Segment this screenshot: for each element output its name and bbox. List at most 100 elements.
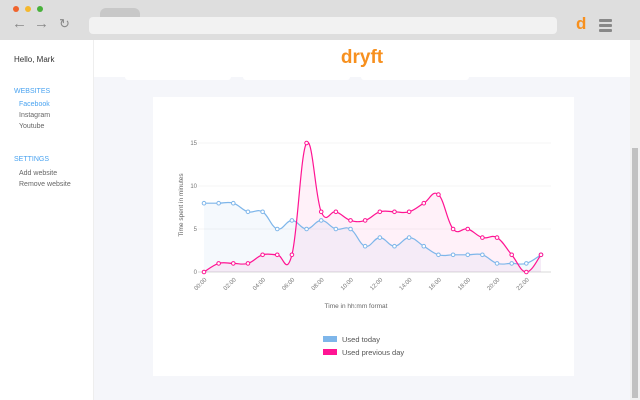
point-previous-day[interactable] — [260, 252, 265, 258]
point-previous-day[interactable] — [494, 235, 500, 240]
minimize-window-dot[interactable] — [25, 6, 31, 12]
point-previous-day[interactable] — [480, 235, 485, 240]
point-today[interactable] — [406, 235, 412, 240]
x-tick-label: 08:00 — [311, 277, 326, 292]
point-today[interactable] — [260, 209, 265, 215]
summary-card — [361, 77, 469, 80]
forward-arrow-icon[interactable]: → — [34, 15, 49, 32]
point-previous-day[interactable] — [289, 252, 295, 258]
y-axis-title: Time spent in minutes — [178, 173, 185, 237]
point-previous-day[interactable] — [304, 140, 309, 146]
point-previous-day[interactable] — [348, 218, 353, 223]
legend-label-today[interactable]: Used today — [342, 335, 380, 344]
sidebar-item-facebook[interactable]: Facebook — [19, 101, 50, 108]
legend: Used today Used previous day — [323, 335, 404, 357]
reload-icon[interactable]: ↻ — [59, 16, 70, 31]
legend-swatch-today — [323, 336, 337, 342]
point-today[interactable] — [494, 261, 500, 266]
area-previous-day — [204, 142, 541, 272]
maximize-window-dot[interactable] — [37, 6, 43, 12]
point-today[interactable] — [421, 243, 427, 249]
point-previous-day[interactable] — [201, 269, 207, 275]
settings-heading: SETTINGS — [14, 156, 50, 163]
point-today[interactable] — [348, 226, 353, 232]
x-tick-label: 10:00 — [340, 277, 355, 292]
point-previous-day[interactable] — [216, 261, 221, 266]
sidebar-item-add-website[interactable]: Add website — [19, 170, 58, 177]
point-previous-day[interactable] — [509, 252, 514, 258]
scrollbar-thumb[interactable] — [632, 148, 638, 398]
point-today[interactable] — [450, 252, 456, 258]
point-previous-day[interactable] — [245, 261, 251, 266]
websites-heading: WEBSITES — [14, 88, 51, 95]
point-previous-day[interactable] — [524, 269, 529, 275]
point-today[interactable] — [436, 252, 441, 258]
point-today[interactable] — [333, 226, 339, 232]
point-previous-day[interactable] — [436, 192, 441, 197]
point-today[interactable] — [465, 252, 471, 258]
x-tick-label: 16:00 — [428, 277, 443, 292]
browser-tab[interactable] — [100, 8, 140, 18]
usage-line-chart: 0 5 10 15 00:00 02:00 04:00 06:00 08:00 10:00 12:… — [178, 140, 551, 357]
point-previous-day[interactable] — [274, 252, 280, 258]
sidebar-item-remove-website[interactable]: Remove website — [19, 181, 71, 188]
chart-card: 0 5 10 15 00:00 02:00 04:00 06:00 08:00 10:00 12:… — [153, 97, 574, 376]
x-tick-label: 22:00 — [516, 277, 531, 292]
point-today[interactable] — [318, 218, 324, 223]
sidebar-item-youtube[interactable]: Youtube — [19, 123, 45, 130]
point-today[interactable] — [289, 218, 295, 223]
menu-icon[interactable] — [599, 19, 612, 34]
point-previous-day[interactable] — [318, 209, 324, 215]
x-tick-label: 04:00 — [252, 277, 267, 292]
browser-toolbar: ← → ↻ d — [0, 0, 640, 40]
point-today[interactable] — [392, 243, 397, 249]
point-previous-day[interactable] — [333, 209, 339, 215]
point-today[interactable] — [377, 235, 383, 240]
point-previous-day[interactable] — [450, 226, 456, 232]
y-tick-label: 15 — [190, 141, 197, 147]
close-window-dot[interactable] — [13, 6, 19, 12]
point-today[interactable] — [274, 226, 280, 232]
back-arrow-icon[interactable]: ← — [12, 15, 27, 32]
point-today[interactable] — [304, 226, 309, 232]
point-previous-day[interactable] — [231, 261, 236, 266]
y-tick-label: 5 — [194, 227, 198, 233]
point-previous-day[interactable] — [406, 209, 412, 215]
sidebar-item-instagram[interactable]: Instagram — [19, 112, 51, 119]
x-axis-title: Time in hh:mm format — [325, 303, 388, 310]
address-bar[interactable] — [89, 17, 557, 34]
point-today[interactable] — [362, 243, 368, 249]
point-previous-day[interactable] — [362, 218, 368, 223]
x-tick-label: 06:00 — [281, 277, 296, 292]
main-content: dryft 0 5 10 15 00:00 02:00 04:00 06:00 08:00 10… — [94, 40, 630, 400]
x-tick-label: 12:00 — [369, 277, 384, 292]
legend-swatch-previous — [323, 349, 337, 355]
point-previous-day[interactable] — [377, 209, 383, 215]
y-tick-label: 10 — [190, 184, 197, 190]
dryft-extension-icon[interactable]: d — [576, 14, 587, 33]
point-today[interactable] — [524, 261, 529, 266]
point-today[interactable] — [231, 200, 236, 206]
point-today[interactable] — [201, 200, 207, 206]
point-previous-day[interactable] — [421, 200, 427, 206]
area-today — [204, 202, 541, 272]
x-tick-label: 18:00 — [457, 277, 472, 292]
x-tick-label: 00:00 — [194, 277, 209, 292]
x-tick-label: 20:00 — [487, 277, 502, 292]
point-today[interactable] — [480, 252, 485, 258]
point-previous-day[interactable] — [392, 209, 397, 215]
summary-card — [243, 77, 350, 80]
legend-label-previous[interactable]: Used previous day — [342, 348, 404, 357]
logo: dryft — [340, 47, 384, 68]
point-previous-day[interactable] — [465, 226, 471, 232]
point-previous-day[interactable] — [538, 252, 544, 258]
summary-card — [125, 77, 231, 80]
x-tick-label: 14:00 — [399, 277, 414, 292]
point-today[interactable] — [216, 200, 221, 206]
y-tick-label: 0 — [194, 270, 198, 276]
greeting: Hello, Mark — [14, 55, 55, 64]
header: dryft — [94, 40, 630, 77]
point-today[interactable] — [245, 209, 251, 215]
x-tick-label: 02:00 — [223, 277, 238, 292]
point-today[interactable] — [509, 261, 514, 266]
